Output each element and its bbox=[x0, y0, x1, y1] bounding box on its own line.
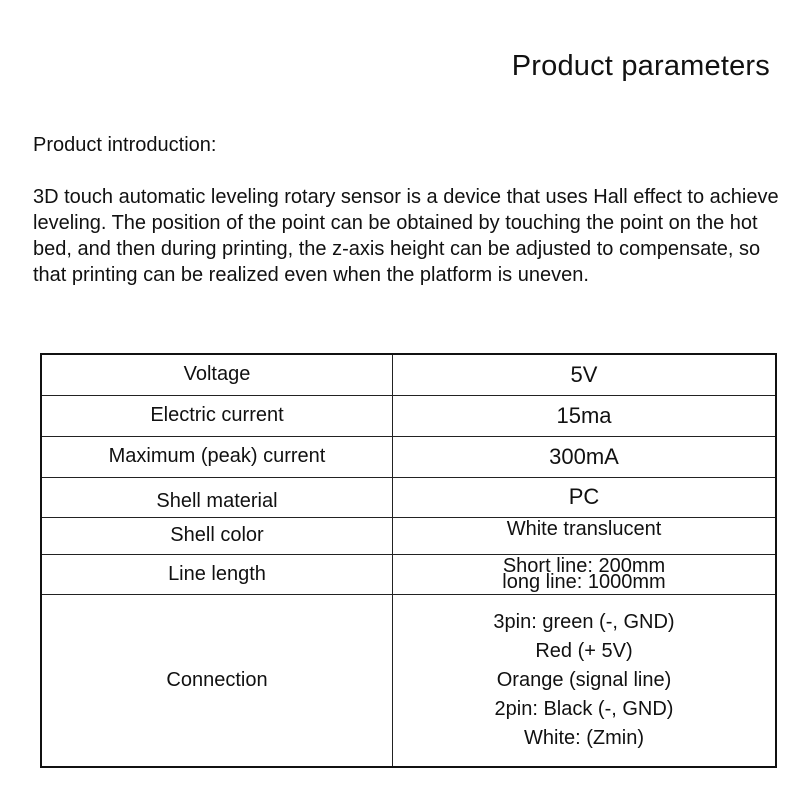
param-value: Short line: 200mm long line: 1000mm bbox=[392, 553, 777, 595]
connection-line: Red (+ 5V) bbox=[535, 639, 633, 662]
param-value: 15ma bbox=[392, 394, 777, 437]
table-row: Connection 3pin: green (-, GND) Red (+ 5… bbox=[40, 593, 777, 768]
table-row: Voltage 5V bbox=[40, 353, 777, 396]
param-value: 3pin: green (-, GND) Red (+ 5V) Orange (… bbox=[392, 593, 777, 768]
table-row: Maximum (peak) current 300mA bbox=[40, 435, 777, 478]
param-value: 300mA bbox=[392, 435, 777, 478]
table-row: Shell color White translucent bbox=[40, 516, 777, 555]
param-key: Connection bbox=[40, 593, 393, 768]
param-key: Voltage bbox=[40, 353, 393, 396]
param-key: Maximum (peak) current bbox=[40, 435, 393, 478]
connection-line: Orange (signal line) bbox=[496, 668, 672, 691]
param-value: White translucent bbox=[392, 516, 777, 555]
param-value: 5V bbox=[392, 353, 777, 396]
table-row: Line length Short line: 200mm long line:… bbox=[40, 553, 777, 595]
param-key: Electric current bbox=[40, 394, 393, 437]
param-key: Line length bbox=[40, 553, 393, 595]
page-title: Product parameters bbox=[511, 50, 770, 82]
connection-line: 3pin: green (-, GND) bbox=[493, 610, 675, 633]
param-value: PC bbox=[392, 476, 777, 518]
parameters-table: Voltage 5V Electric current 15ma Maximum… bbox=[40, 353, 777, 768]
intro-heading: Product introduction: bbox=[33, 134, 217, 156]
table-row: Electric current 15ma bbox=[40, 394, 777, 437]
connection-line: White: (Zmin) bbox=[524, 726, 644, 749]
param-key: Shell material bbox=[40, 476, 393, 518]
line-length-long: long line: 1000mm bbox=[502, 571, 666, 593]
table-row: Shell material PC bbox=[40, 476, 777, 518]
connection-line: 2pin: Black (-, GND) bbox=[494, 697, 674, 720]
line-length-short: Short line: 200mm bbox=[502, 555, 666, 577]
param-key: Shell color bbox=[40, 516, 393, 555]
intro-body: 3D touch automatic leveling rotary senso… bbox=[33, 186, 779, 286]
